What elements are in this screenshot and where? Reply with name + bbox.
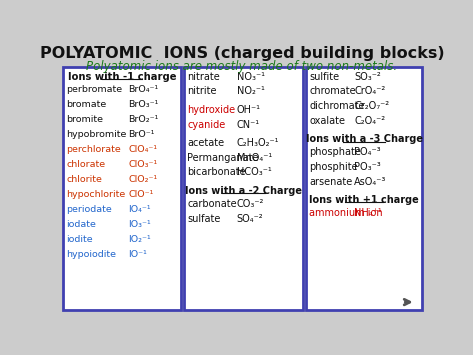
- Text: hypobromite: hypobromite: [66, 130, 126, 139]
- Text: bicarbonate: bicarbonate: [187, 167, 245, 178]
- Text: Ions with +1 charge: Ions with +1 charge: [309, 195, 419, 205]
- Text: CO₃⁻²: CO₃⁻²: [236, 199, 264, 209]
- Text: NH₄⁺¹: NH₄⁺¹: [354, 208, 382, 218]
- Text: ClO₄⁻¹: ClO₄⁻¹: [128, 145, 157, 154]
- Text: MnO₄⁻¹: MnO₄⁻¹: [236, 153, 272, 163]
- Text: PO₃⁻³: PO₃⁻³: [354, 162, 381, 172]
- Text: POLYATOMIC  IONS (charged building blocks): POLYATOMIC IONS (charged building blocks…: [40, 47, 444, 61]
- Text: hypochlorite: hypochlorite: [66, 190, 125, 199]
- Text: perbromate: perbromate: [66, 85, 122, 94]
- Text: acetate: acetate: [187, 138, 224, 148]
- Text: Ions with a -3 Charge: Ions with a -3 Charge: [306, 134, 422, 144]
- Text: HCO₃⁻¹: HCO₃⁻¹: [236, 167, 272, 178]
- Text: SO₄⁻²: SO₄⁻²: [236, 214, 263, 224]
- Text: BrO⁻¹: BrO⁻¹: [128, 130, 155, 139]
- Text: BrO₃⁻¹: BrO₃⁻¹: [128, 100, 158, 109]
- Text: Ions with a -2 Charge: Ions with a -2 Charge: [185, 186, 302, 196]
- Text: periodate: periodate: [66, 205, 112, 214]
- Text: nitrate: nitrate: [187, 72, 220, 82]
- Text: ClO⁻¹: ClO⁻¹: [128, 190, 153, 199]
- Text: chlorate: chlorate: [66, 160, 105, 169]
- Text: iodate: iodate: [66, 220, 96, 229]
- Text: BrO₂⁻¹: BrO₂⁻¹: [128, 115, 158, 124]
- Text: PO₄⁻³: PO₄⁻³: [354, 147, 381, 157]
- Text: dichromate: dichromate: [309, 101, 365, 111]
- Text: IO₂⁻¹: IO₂⁻¹: [128, 235, 151, 244]
- Text: ClO₃⁻¹: ClO₃⁻¹: [128, 160, 158, 169]
- FancyBboxPatch shape: [184, 67, 303, 310]
- Text: sulfite: sulfite: [309, 72, 340, 82]
- Text: cyanide: cyanide: [187, 120, 225, 130]
- Text: oxalate: oxalate: [309, 116, 345, 126]
- Text: iodite: iodite: [66, 235, 93, 244]
- Text: BrO₄⁻¹: BrO₄⁻¹: [128, 85, 158, 94]
- Text: bromite: bromite: [66, 115, 103, 124]
- Text: OH⁻¹: OH⁻¹: [236, 105, 261, 115]
- Text: CN⁻¹: CN⁻¹: [236, 120, 260, 130]
- Text: AsO₄⁻³: AsO₄⁻³: [354, 176, 387, 187]
- Text: bromate: bromate: [66, 100, 106, 109]
- Text: ammonium ion: ammonium ion: [309, 208, 383, 218]
- Text: C₂H₃O₂⁻¹: C₂H₃O₂⁻¹: [236, 138, 279, 148]
- Text: arsenate: arsenate: [309, 176, 353, 187]
- Text: CrO₄⁻²: CrO₄⁻²: [354, 87, 385, 97]
- Text: Polyatomic ions are mostly made of two non-metals.: Polyatomic ions are mostly made of two n…: [87, 60, 398, 72]
- Text: carbonate: carbonate: [187, 199, 236, 209]
- Text: chlorite: chlorite: [66, 175, 102, 184]
- Text: IO⁻¹: IO⁻¹: [128, 250, 147, 259]
- Text: hypoiodite: hypoiodite: [66, 250, 116, 259]
- Text: hydroxide: hydroxide: [187, 105, 235, 115]
- Text: ClO₂⁻¹: ClO₂⁻¹: [128, 175, 158, 184]
- Text: SO₃⁻²: SO₃⁻²: [354, 72, 381, 82]
- FancyBboxPatch shape: [63, 67, 181, 310]
- Text: Cr₂O₇⁻²: Cr₂O₇⁻²: [354, 101, 390, 111]
- Text: Permanganate: Permanganate: [187, 153, 259, 163]
- Text: phosphate: phosphate: [309, 147, 361, 157]
- Text: phosphite: phosphite: [309, 162, 358, 172]
- Text: NO₂⁻¹: NO₂⁻¹: [236, 87, 264, 97]
- Text: Ions with -1 charge: Ions with -1 charge: [68, 72, 176, 82]
- Text: IO₃⁻¹: IO₃⁻¹: [128, 220, 151, 229]
- Text: perchlorate: perchlorate: [66, 145, 121, 154]
- Text: chromate: chromate: [309, 87, 356, 97]
- Text: NO₃⁻¹: NO₃⁻¹: [236, 72, 264, 82]
- FancyBboxPatch shape: [307, 67, 422, 310]
- Text: C₂O₄⁻²: C₂O₄⁻²: [354, 116, 385, 126]
- Text: IO₄⁻¹: IO₄⁻¹: [128, 205, 151, 214]
- Text: nitrite: nitrite: [187, 87, 217, 97]
- Text: sulfate: sulfate: [187, 214, 220, 224]
